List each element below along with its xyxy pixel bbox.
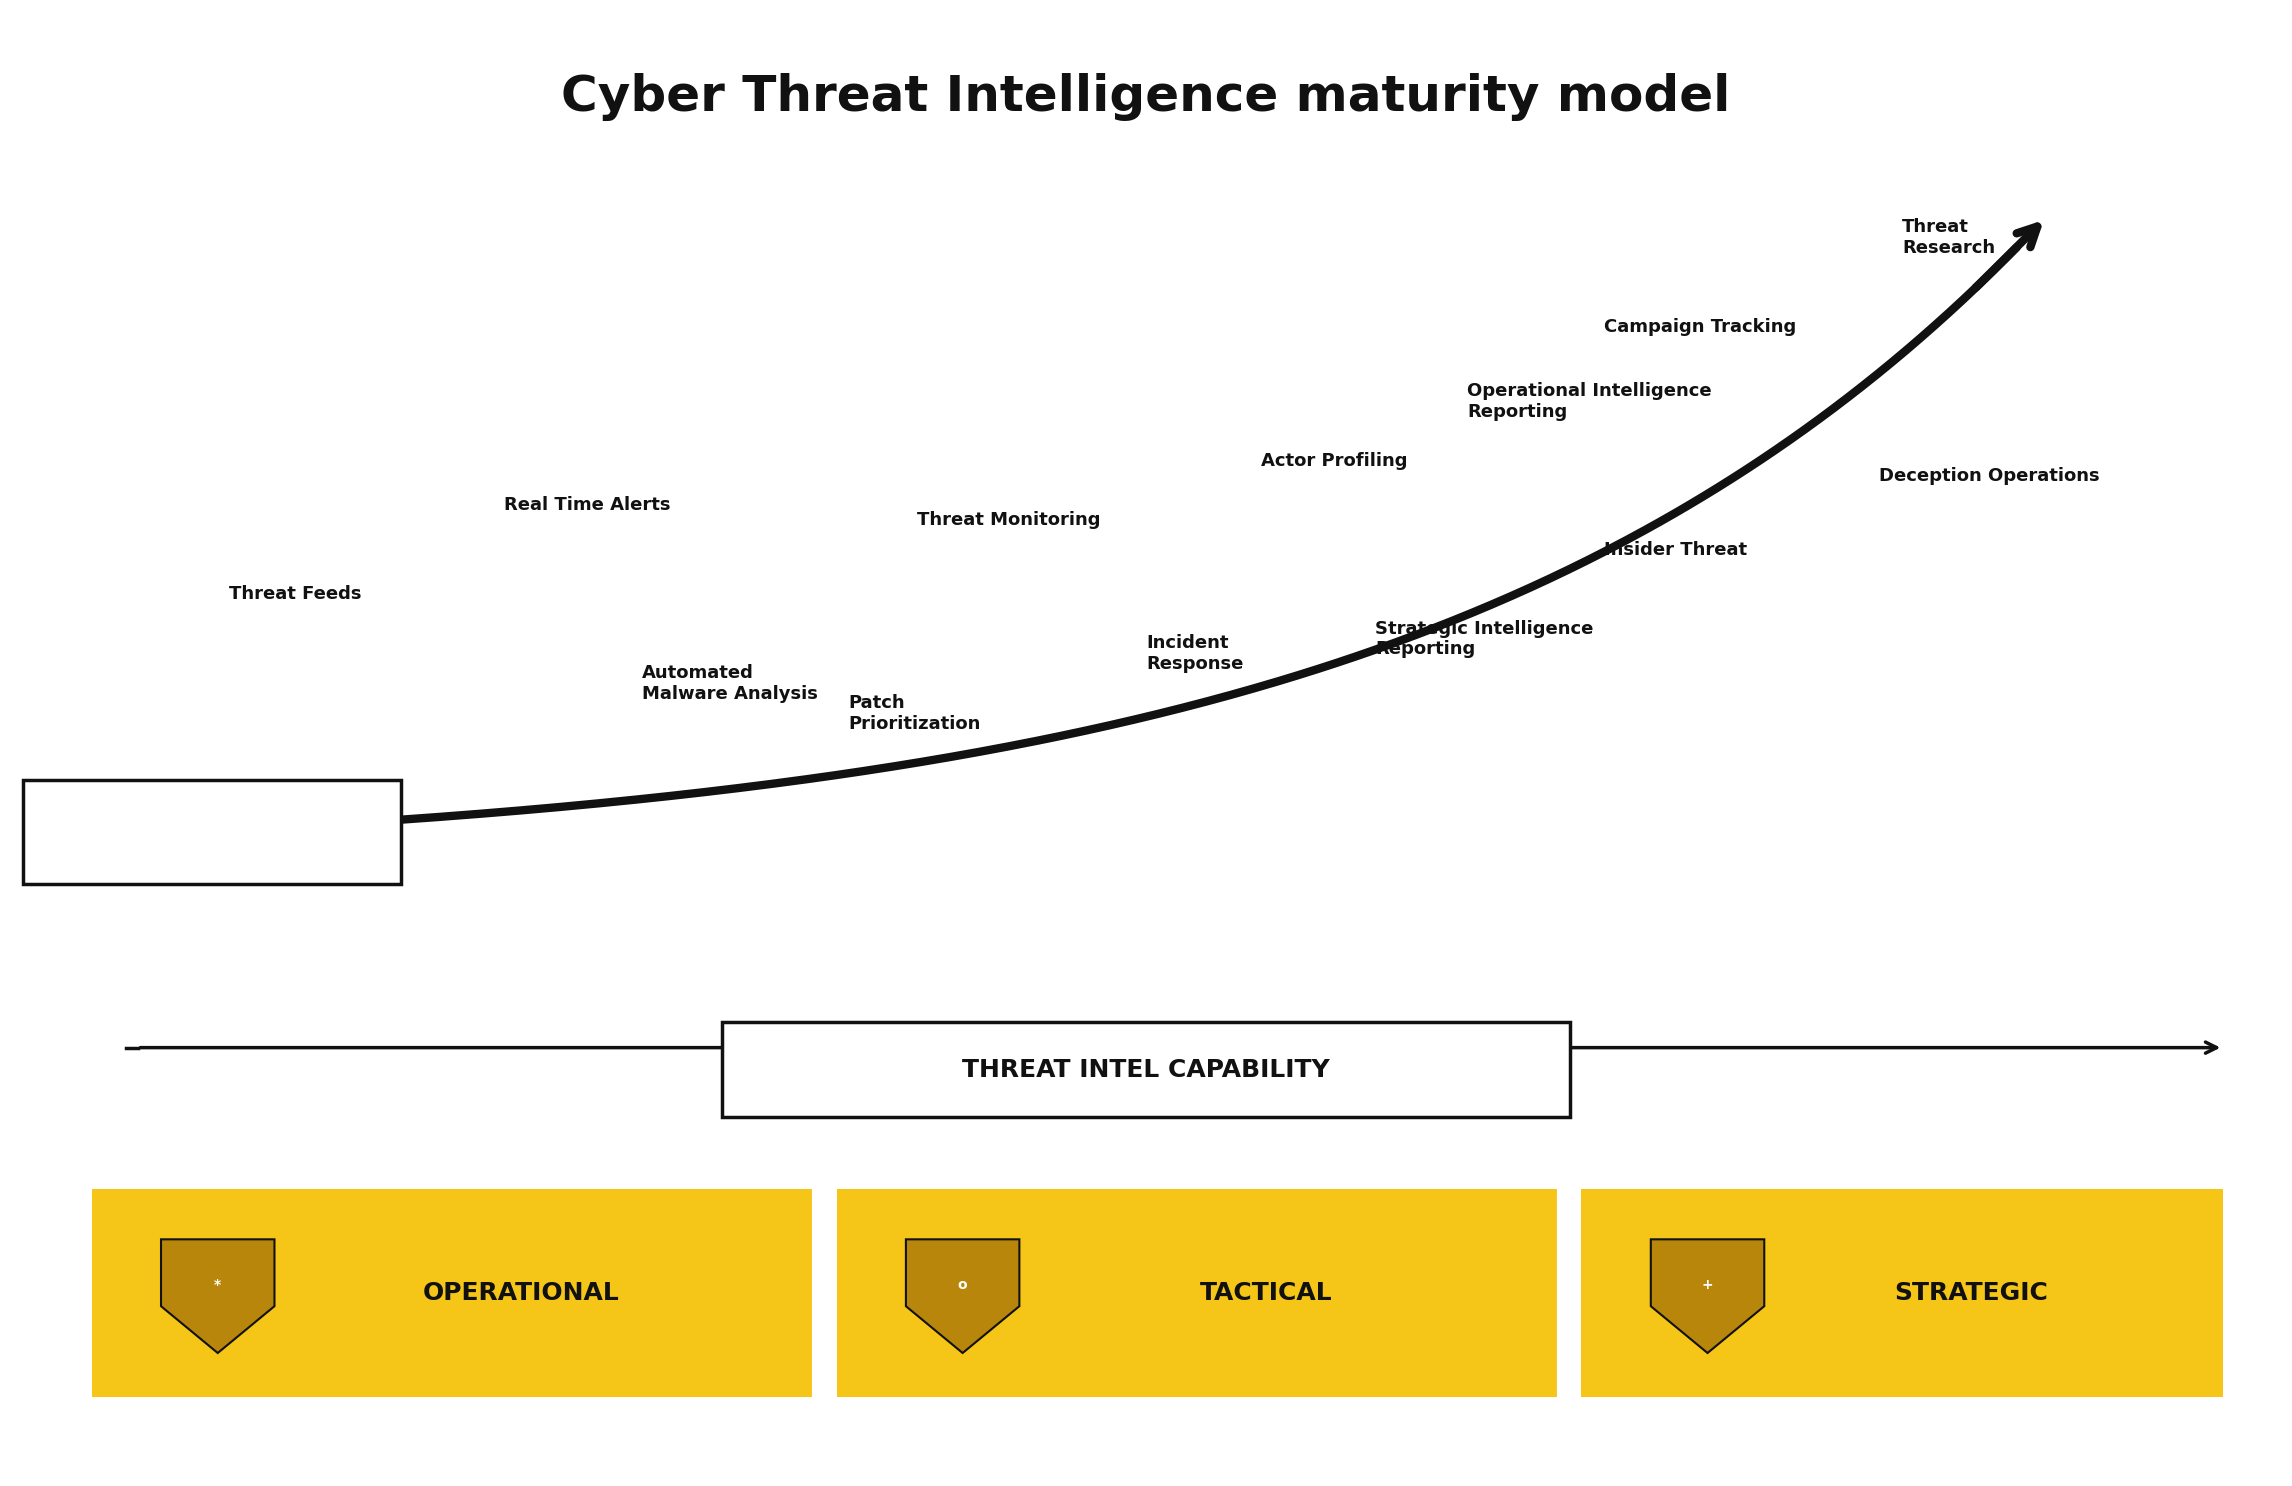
Text: +: + xyxy=(1701,1278,1714,1293)
FancyBboxPatch shape xyxy=(722,1022,1570,1117)
FancyBboxPatch shape xyxy=(92,1189,814,1397)
Text: Actor Profiling: Actor Profiling xyxy=(1261,452,1407,470)
Text: Insider Threat: Insider Threat xyxy=(1604,541,1747,559)
Text: Operational Intelligence
Reporting: Operational Intelligence Reporting xyxy=(1467,382,1712,421)
Text: Deception Operations: Deception Operations xyxy=(1879,467,2099,484)
Text: Incident
Response: Incident Response xyxy=(1146,635,1242,673)
Text: Threat
Research: Threat Research xyxy=(1902,218,1996,257)
FancyBboxPatch shape xyxy=(1581,1189,2223,1397)
Text: Campaign Tracking: Campaign Tracking xyxy=(1604,318,1797,336)
Text: o: o xyxy=(958,1278,967,1293)
FancyBboxPatch shape xyxy=(23,780,401,884)
Text: *: * xyxy=(213,1278,222,1293)
Text: THREAT INTEL CAPABILITY: THREAT INTEL CAPABILITY xyxy=(963,1058,1329,1082)
Polygon shape xyxy=(1650,1239,1765,1352)
Text: DIFFICULTY: DIFFICULTY xyxy=(135,822,277,843)
Text: Automated
Malware Analysis: Automated Malware Analysis xyxy=(642,664,818,703)
Text: Threat Feeds: Threat Feeds xyxy=(229,585,362,603)
Polygon shape xyxy=(160,1239,275,1352)
Text: Cyber Threat Intelligence maturity model: Cyber Threat Intelligence maturity model xyxy=(562,73,1730,120)
Polygon shape xyxy=(905,1239,1020,1352)
FancyBboxPatch shape xyxy=(837,1189,1559,1397)
Text: Patch
Prioritization: Patch Prioritization xyxy=(848,694,981,733)
Text: Strategic Intelligence
Reporting: Strategic Intelligence Reporting xyxy=(1375,620,1593,658)
Text: OPERATIONAL: OPERATIONAL xyxy=(424,1281,619,1305)
Text: STRATEGIC: STRATEGIC xyxy=(1893,1281,2049,1305)
Text: TACTICAL: TACTICAL xyxy=(1201,1281,1332,1305)
Text: Threat Monitoring: Threat Monitoring xyxy=(917,511,1100,529)
Text: Real Time Alerts: Real Time Alerts xyxy=(504,496,672,514)
